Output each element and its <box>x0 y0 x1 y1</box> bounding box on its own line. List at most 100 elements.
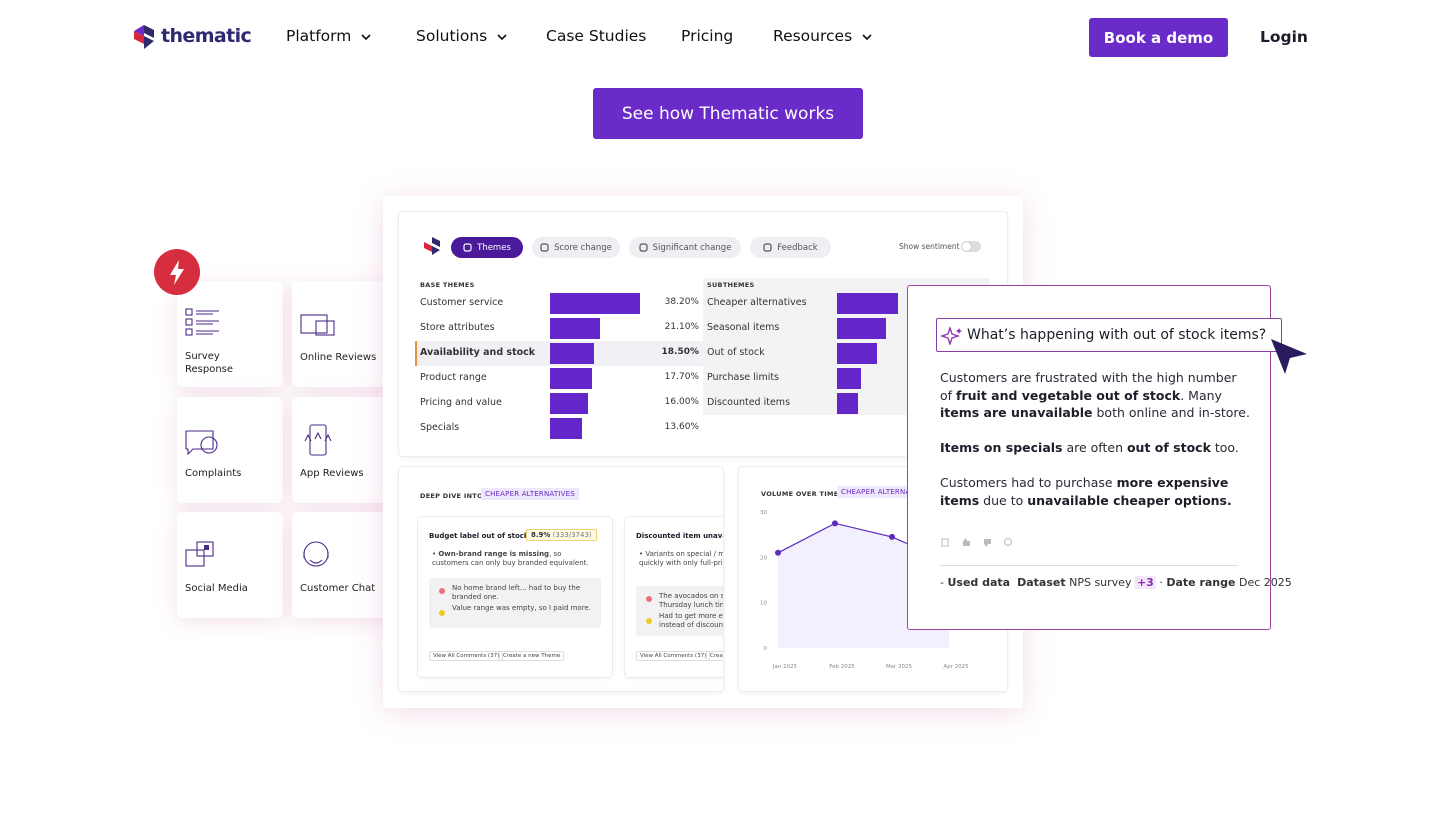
quote-dot <box>439 610 445 616</box>
theme-value: 21.10% <box>664 322 699 332</box>
sentiment-toggle[interactable] <box>961 241 981 252</box>
card-action[interactable]: Create a new Theme <box>706 651 723 661</box>
nav-item[interactable]: Resources <box>773 27 872 45</box>
y-tick-label: 10 <box>760 601 767 607</box>
source-icon <box>300 314 335 336</box>
logo-mark <box>134 25 154 49</box>
icon-part <box>196 541 214 557</box>
card-action[interactable]: View All Comments (37) <box>636 651 711 661</box>
x-tick-label: Mar 2025 <box>886 664 913 670</box>
tab-label: Score change <box>554 242 612 253</box>
quote-box: No home brand left... had to buy the bra… <box>429 578 601 628</box>
icon-part <box>204 545 209 550</box>
theme-bar <box>550 393 588 414</box>
theme-bar <box>550 368 592 389</box>
logo-text: thematic <box>161 25 252 47</box>
y-tick-label: 20 <box>760 555 767 561</box>
theme-name: Pricing and value <box>420 397 502 408</box>
tab-label: Themes <box>477 242 511 253</box>
text: too. <box>1210 440 1239 455</box>
nav-item[interactable]: Case Studies <box>546 27 647 45</box>
card-action[interactable]: Create a new Theme <box>499 651 565 661</box>
theme-value: 13.60% <box>664 422 699 432</box>
question-box: What’s happening with out of stock items… <box>936 318 1282 352</box>
chevron-path <box>862 34 872 41</box>
icon-part <box>200 436 218 454</box>
source-icon <box>185 430 218 456</box>
source-tile: Survey Response <box>177 281 283 387</box>
tab-icon-shape <box>540 243 549 252</box>
quote-box: The avocados on special were gone by Thu… <box>636 586 723 636</box>
subtheme-name: Seasonal items <box>707 322 780 333</box>
feedback-icons <box>941 538 1012 547</box>
source-tile: Online Reviews <box>292 281 398 387</box>
icon-part <box>309 424 327 456</box>
text: both online and in-store. <box>1092 405 1250 420</box>
card-title: Budget label out of stock <box>429 532 529 540</box>
x-tick-label: Jan 2025 <box>772 664 798 670</box>
subtheme-bar <box>837 343 878 364</box>
tab[interactable]: Significant change <box>629 237 741 258</box>
bold-text: items are unavailable <box>940 405 1093 420</box>
icon-part <box>300 314 328 334</box>
badge-value: 8.9% <box>531 531 551 539</box>
source-label: Social Media <box>185 583 248 594</box>
source-label: Survey Response <box>185 351 234 375</box>
nav-item[interactable]: Platform <box>286 27 371 45</box>
subtheme-bar <box>837 393 859 414</box>
chevron <box>497 34 507 41</box>
dataset-more[interactable]: +3 <box>1134 576 1156 589</box>
sentiment-label: Show sentiment <box>899 242 960 251</box>
bold-text: more expensive items <box>940 475 1229 508</box>
icon-part <box>185 430 214 456</box>
y-tick-label: 0 <box>764 646 768 652</box>
tab[interactable]: Score change <box>532 237 620 258</box>
tab-label: Feedback <box>777 242 818 253</box>
subtheme-bar <box>837 368 861 389</box>
deep-dive-tag: CHEAPER ALTERNATIVES <box>481 488 579 500</box>
bold-text: out of stock <box>1126 440 1211 455</box>
point <box>889 533 895 540</box>
subtheme-name: Out of stock <box>707 347 765 358</box>
icon-part <box>185 308 193 316</box>
source-label: Online Reviews <box>300 352 377 363</box>
tab[interactable]: Themes <box>451 237 523 258</box>
source-tile: App Reviews <box>292 397 398 503</box>
subtheme-name: Discounted items <box>707 397 791 408</box>
insight-card: Budget label out of stock 8.9% (333/3743)… <box>418 517 612 677</box>
text: . Many <box>1180 387 1222 403</box>
deep-dive-panel: DEEP DIVE INTO CHEAPER ALTERNATIVES Budg… <box>399 467 723 691</box>
subtheme-bar <box>837 293 899 314</box>
chevron <box>862 34 872 41</box>
source-tile: Complaints <box>177 397 283 503</box>
quote-text: Value range was empty, so I paid more. <box>452 604 591 612</box>
nav-item[interactable]: Solutions <box>416 27 507 45</box>
icon-part <box>304 431 332 442</box>
range-label: Date range <box>1166 576 1236 589</box>
hero-button[interactable]: See how Thematic works <box>593 88 863 139</box>
nav-item[interactable]: Pricing <box>681 27 734 45</box>
point <box>832 520 838 527</box>
theme-name: Store attributes <box>420 322 495 333</box>
tab-icon <box>463 243 472 252</box>
book-demo-button[interactable]: Book a demo <box>1089 18 1228 57</box>
icon-part <box>315 320 335 336</box>
source-icon <box>185 541 214 567</box>
tab[interactable]: Feedback <box>750 237 831 258</box>
bullet-bold: Own-brand range is missing <box>438 550 550 558</box>
card-action[interactable]: View All Comments (37) <box>429 651 504 661</box>
chevron <box>361 34 371 41</box>
login-link[interactable]: Login <box>1260 28 1308 46</box>
bullet-text: , so customers can only buy branded equi… <box>432 550 589 567</box>
x-tick-label: Apr 2025 <box>943 664 969 670</box>
sub-header: SUBTHEMES <box>707 281 755 289</box>
source-tile: Customer Chat <box>292 512 398 618</box>
divider <box>940 565 1238 566</box>
range-value: Dec 2025 <box>1238 576 1292 589</box>
tab-icon <box>540 243 549 252</box>
theme-name: Specials <box>420 422 460 433</box>
bold-text: fruit and vegetable out of stock <box>956 387 1181 403</box>
answer-paragraph: Customers had to purchase more expensive… <box>940 474 1250 509</box>
